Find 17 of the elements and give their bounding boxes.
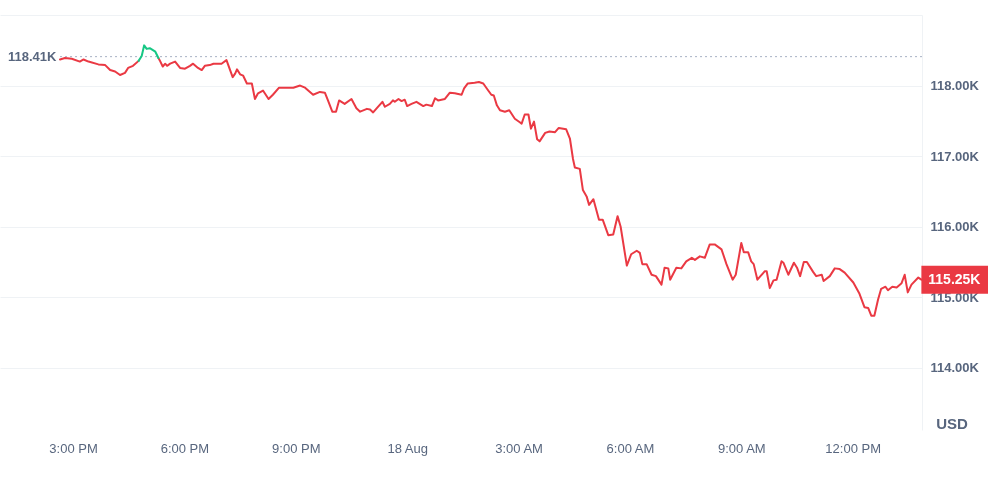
x-tick-label: 12:00 PM: [825, 440, 882, 456]
x-tick-label: 6:00 AM: [606, 440, 655, 456]
x-tick-label: 9:00 AM: [717, 440, 766, 456]
y-tick-label: 118.00K: [930, 78, 980, 94]
y-tick-label: 116.00K: [930, 219, 980, 235]
y-tick-label: 115.00K: [930, 289, 980, 305]
y-tick-label: 117.00K: [930, 148, 980, 164]
y-axis-title: USD: [936, 415, 968, 432]
x-tick-label: 9:00 PM: [272, 440, 321, 456]
ref-line-label: 118.41K: [8, 48, 58, 64]
x-tick-label: 18 Aug: [387, 440, 428, 456]
x-tick-label: 3:00 AM: [495, 440, 543, 456]
line-series: [137, 44, 160, 62]
x-tick-label: 3:00 PM: [49, 440, 98, 456]
y-tick-label: 114.00K: [930, 360, 980, 376]
x-tick-label: 6:00 PM: [160, 440, 210, 456]
annotation: 115.25K: [928, 270, 981, 287]
